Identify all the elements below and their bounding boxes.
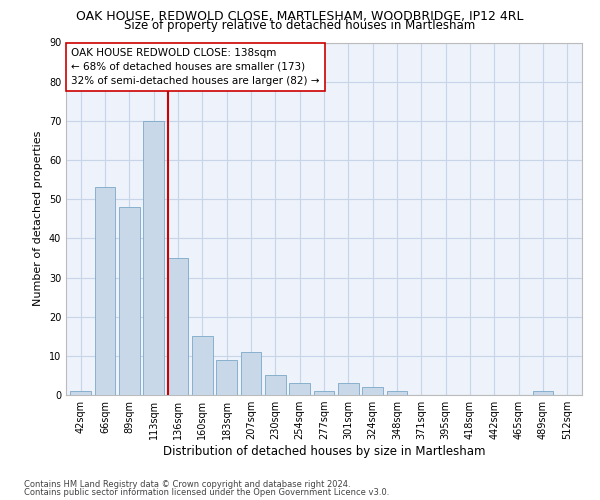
- Bar: [143, 121, 164, 395]
- Bar: [314, 391, 334, 395]
- Bar: [265, 376, 286, 395]
- Bar: [70, 391, 91, 395]
- Bar: [338, 383, 359, 395]
- Bar: [192, 336, 212, 395]
- Text: OAK HOUSE REDWOLD CLOSE: 138sqm
← 68% of detached houses are smaller (173)
32% o: OAK HOUSE REDWOLD CLOSE: 138sqm ← 68% of…: [71, 48, 320, 86]
- Text: OAK HOUSE, REDWOLD CLOSE, MARTLESHAM, WOODBRIDGE, IP12 4RL: OAK HOUSE, REDWOLD CLOSE, MARTLESHAM, WO…: [76, 10, 524, 23]
- Bar: [241, 352, 262, 395]
- Y-axis label: Number of detached properties: Number of detached properties: [33, 131, 43, 306]
- Bar: [386, 391, 407, 395]
- Bar: [289, 383, 310, 395]
- Bar: [533, 391, 553, 395]
- X-axis label: Distribution of detached houses by size in Martlesham: Distribution of detached houses by size …: [163, 445, 485, 458]
- Bar: [167, 258, 188, 395]
- Text: Contains HM Land Registry data © Crown copyright and database right 2024.: Contains HM Land Registry data © Crown c…: [24, 480, 350, 489]
- Text: Size of property relative to detached houses in Martlesham: Size of property relative to detached ho…: [124, 19, 476, 32]
- Bar: [216, 360, 237, 395]
- Bar: [95, 188, 115, 395]
- Bar: [362, 387, 383, 395]
- Text: Contains public sector information licensed under the Open Government Licence v3: Contains public sector information licen…: [24, 488, 389, 497]
- Bar: [119, 207, 140, 395]
